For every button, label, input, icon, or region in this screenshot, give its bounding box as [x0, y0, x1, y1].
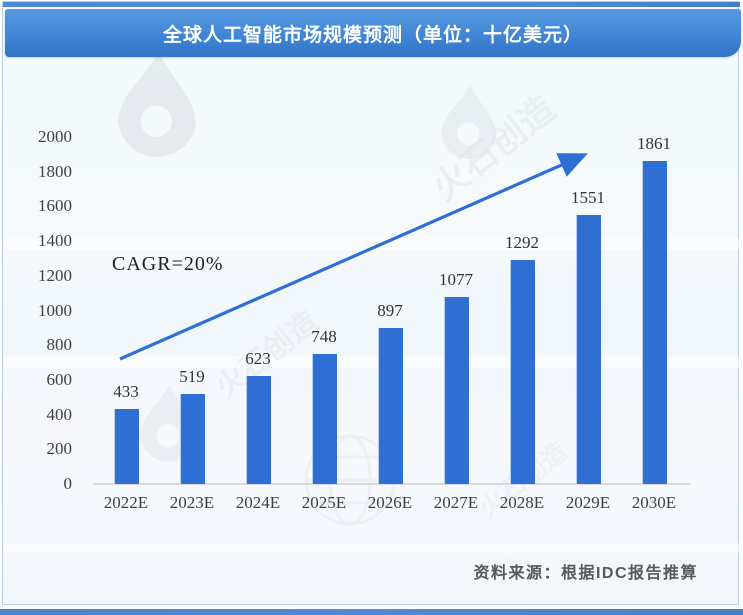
bar-value-label: 1292 — [505, 233, 539, 252]
y-axis-tick-label: 1400 — [38, 231, 72, 251]
background-stripe — [4, 543, 739, 553]
x-axis-tick-label: 2030E — [631, 493, 677, 512]
x-axis-line — [93, 483, 690, 485]
bar-2023E — [180, 394, 205, 484]
y-axis-tick-label: 2000 — [38, 127, 72, 146]
bar-2027E — [444, 297, 469, 484]
bar-value-label: 1861 — [637, 134, 671, 153]
y-axis-tick-label: 1200 — [38, 265, 72, 285]
y-axis-tick-label: 1600 — [38, 196, 72, 216]
bar-2028E — [510, 260, 535, 484]
bar-value-label: 1077 — [439, 270, 473, 289]
bar-value-label: 748 — [311, 327, 337, 346]
bar-2025E — [312, 354, 337, 484]
bar-value-label: 897 — [377, 301, 403, 320]
y-axis-tick-label: 1800 — [38, 161, 72, 181]
source-note: 资料来源：根据IDC报告推算 — [473, 565, 698, 582]
x-axis-tick-label: 2029E — [565, 493, 611, 512]
y-axis-tick-label: 1000 — [38, 300, 72, 320]
y-axis-tick-label: 400 — [46, 404, 73, 424]
bottom-accent-bar — [0, 609, 743, 615]
bar-value-label: 433 — [113, 382, 139, 401]
cagr-annotation: CAGR=20% — [112, 253, 224, 275]
bar-2024E — [246, 376, 271, 484]
bar-2022E — [114, 409, 139, 484]
bar-2030E — [642, 161, 667, 484]
y-axis-tick-label: 0 — [63, 474, 73, 493]
x-axis-tick-label: 2025E — [301, 493, 347, 512]
bar-2029E — [576, 215, 601, 484]
bar-value-label: 623 — [245, 349, 271, 368]
x-axis-tick-label: 2028E — [499, 493, 545, 512]
x-axis-tick-label: 2023E — [169, 493, 215, 512]
x-axis-tick-label: 2026E — [367, 493, 413, 512]
background-stripe — [4, 356, 739, 368]
y-axis-tick-label: 800 — [46, 335, 73, 355]
y-axis-tick-label: 200 — [46, 439, 73, 459]
top-accent-bar — [3, 2, 740, 7]
chart-title: 全球人工智能市场规模预测（单位：十亿美元） — [162, 24, 583, 46]
bar-value-label: 1551 — [571, 188, 605, 207]
bar-2026E — [378, 328, 403, 484]
bar-value-label: 519 — [179, 367, 205, 386]
chart-title-banner: 全球人工智能市场规模预测（单位：十亿美元） — [5, 9, 741, 57]
x-axis-tick-label: 2027E — [433, 493, 479, 512]
y-axis-tick-label: 600 — [46, 369, 73, 389]
background-stripe — [4, 238, 739, 250]
x-axis-tick-label: 2022E — [103, 493, 149, 512]
x-axis-tick-label: 2024E — [235, 493, 281, 512]
